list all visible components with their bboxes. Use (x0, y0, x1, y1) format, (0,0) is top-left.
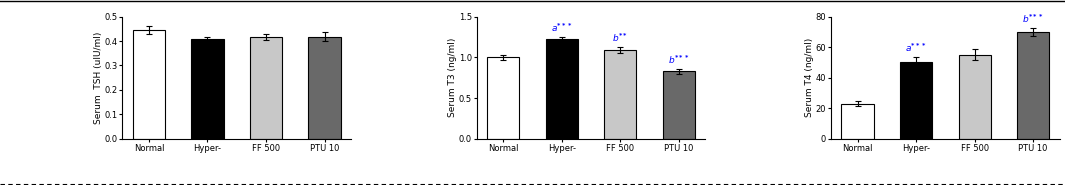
Text: $\mathit{b}^{\mathbf{***}}$: $\mathit{b}^{\mathbf{***}}$ (668, 53, 690, 66)
Text: $\mathit{a}^{\mathbf{***}}$: $\mathit{a}^{\mathbf{***}}$ (905, 42, 927, 54)
Bar (900, 62, 932, 139)
Text: $\mathit{b}^{\mathbf{***}}$: $\mathit{b}^{\mathbf{***}}$ (1022, 13, 1044, 25)
Bar (133, 30, 165, 139)
Text: $\mathit{a}^{\mathbf{***}}$: $\mathit{a}^{\mathbf{***}}$ (551, 22, 573, 34)
Bar (545, 39, 578, 139)
Text: $\mathit{b}^{\mathbf{**}}$: $\mathit{b}^{\mathbf{**}}$ (612, 31, 628, 44)
Bar (841, 104, 873, 139)
Bar (958, 55, 990, 139)
Bar (487, 57, 520, 139)
Bar (604, 50, 637, 139)
Y-axis label: Serum T4 (ng/ml): Serum T4 (ng/ml) (805, 38, 815, 117)
Bar (1017, 32, 1049, 139)
Y-axis label: Serum T3 (ng/ml): Serum T3 (ng/ml) (448, 38, 457, 117)
Bar (662, 71, 695, 139)
Bar (192, 39, 224, 139)
Bar (250, 37, 282, 139)
Bar (309, 37, 341, 139)
Y-axis label: Serum  TSH (uIU/ml): Serum TSH (uIU/ml) (94, 31, 103, 124)
